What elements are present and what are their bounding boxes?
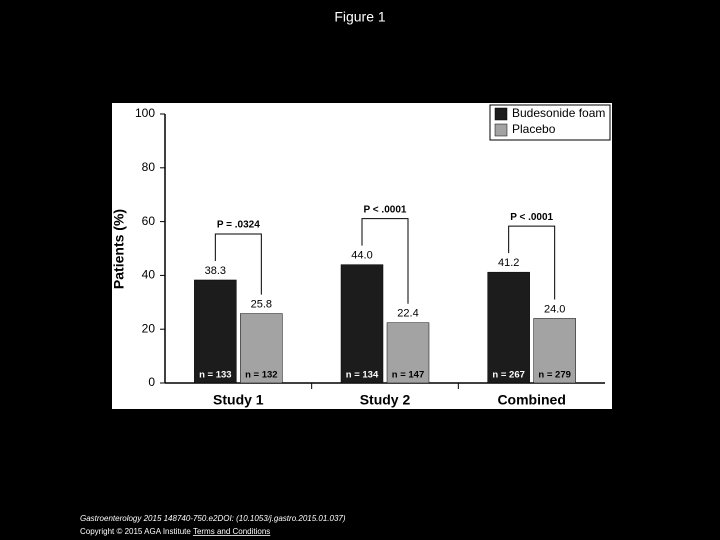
x-tick-label: Study 1 (213, 392, 264, 408)
y-tick-label: 100 (135, 106, 155, 120)
y-tick-label: 0 (148, 375, 155, 389)
legend-swatch (494, 107, 508, 121)
n-label: n = 133 (199, 370, 231, 381)
n-label: n = 147 (392, 370, 424, 381)
n-label: n = 134 (346, 370, 379, 381)
significance-bracket (361, 218, 409, 304)
n-label: n = 267 (492, 370, 524, 381)
value-label: 25.8 (251, 299, 272, 311)
figure-title: Figure 1 (334, 9, 386, 25)
y-axis-title: Patients (%) (111, 209, 127, 289)
bar (487, 271, 530, 384)
bar (533, 318, 576, 384)
bar (240, 313, 283, 384)
significance-bracket (508, 225, 556, 300)
copyright: Copyright © 2015 AGA Institute Terms and… (80, 527, 270, 536)
value-label: 38.3 (205, 265, 226, 277)
p-value: P < .0001 (510, 212, 553, 223)
bar (386, 322, 430, 384)
value-label: 22.4 (397, 308, 418, 320)
value-label: 44.0 (351, 250, 372, 262)
n-label: n = 132 (245, 370, 277, 381)
value-label: 41.2 (498, 257, 519, 269)
copyright-text: Copyright © 2015 AGA Institute (80, 527, 191, 536)
legend-box (489, 104, 611, 141)
y-tick-label: 20 (142, 321, 156, 335)
legend-swatch (494, 123, 508, 137)
x-tick-label: Combined (497, 392, 565, 408)
p-value: P < .0001 (364, 204, 407, 215)
value-label: 24.0 (544, 303, 565, 315)
bar (194, 279, 237, 384)
y-tick-label: 40 (142, 268, 156, 282)
y-tick-label: 60 (142, 214, 156, 228)
p-value: P = .0324 (217, 220, 260, 231)
bar (340, 264, 384, 384)
n-label: n = 279 (538, 370, 570, 381)
legend-label: Budesonide foam (512, 106, 605, 120)
citation: Gastroenterology 2015 148740-750.e2DOI: … (80, 514, 346, 523)
significance-bracket (214, 233, 262, 295)
terms-link[interactable]: Terms and Conditions (193, 527, 270, 536)
y-tick-label: 80 (142, 160, 156, 174)
legend-label: Placebo (512, 122, 556, 136)
x-tick-label: Study 2 (360, 392, 411, 408)
